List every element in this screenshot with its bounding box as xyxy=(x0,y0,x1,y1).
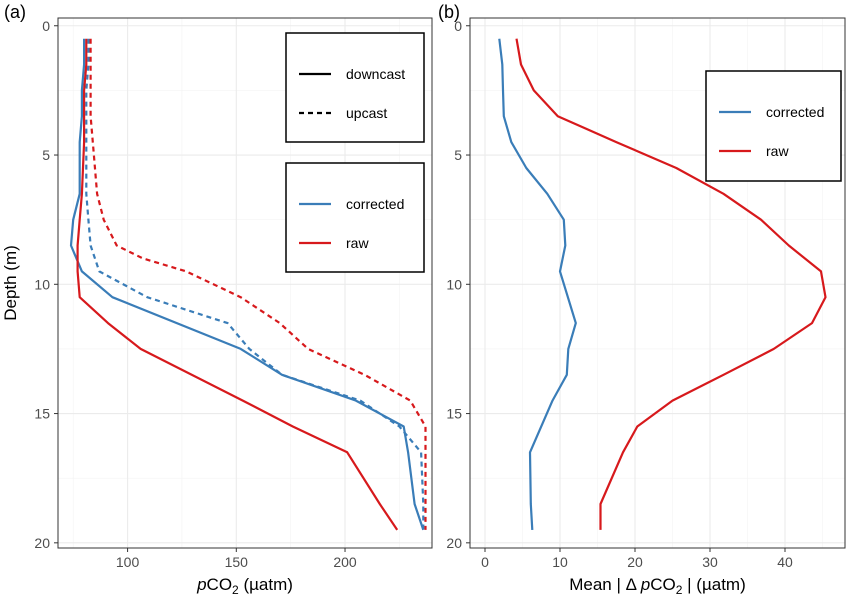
legend-box xyxy=(285,162,425,273)
y-tick-label: 20 xyxy=(446,535,462,551)
x-tick-label: 10 xyxy=(552,554,568,570)
x-tick-label: 150 xyxy=(225,554,249,570)
legend: corrected raw xyxy=(705,70,842,182)
series-group xyxy=(69,38,427,531)
x-axis-title: pCO2 (µatm) xyxy=(196,575,293,597)
x-tick-label: 100 xyxy=(116,554,140,570)
y-tick-label: 15 xyxy=(446,406,462,422)
panel-a: 100 150 200 0 5 10 15 20 (a) Depth (m) pCO2 (µatm)… xyxy=(1,2,433,597)
y-tick-label: 20 xyxy=(34,535,50,551)
x-tick-label: 0 xyxy=(481,554,489,570)
series-line-raw-upcast xyxy=(89,38,427,530)
legend-label-downcast: downcast xyxy=(346,66,405,82)
series-line-corrected-downcast xyxy=(69,38,425,531)
series-line-corrected-upcast xyxy=(85,38,425,530)
x-axis-title: Mean | Δ pCO2 | (µatm) xyxy=(569,575,746,597)
y-tick-label: 0 xyxy=(454,18,462,34)
legend-label-corrected: corrected xyxy=(346,196,404,212)
y-axis-title: Depth (m) xyxy=(1,245,20,321)
legend-label-raw: raw xyxy=(766,143,789,159)
series-line-raw-downcast xyxy=(76,38,399,531)
panel-b: 0 10 20 30 40 0 5 10 15 20 (b) Mean | Δ pCO2 | (µat… xyxy=(438,2,846,597)
legend-label-raw: raw xyxy=(346,235,369,251)
y-tick-label: 10 xyxy=(34,276,50,292)
panel-tag: (a) xyxy=(4,2,26,22)
y-tick-label: 0 xyxy=(42,18,50,34)
x-tick-label: 20 xyxy=(627,554,643,570)
series-line-raw xyxy=(515,38,827,530)
y-tick-label: 10 xyxy=(446,276,462,292)
series-group xyxy=(498,38,827,530)
y-tick-label: 15 xyxy=(34,406,50,422)
legend: downcast upcast xyxy=(285,32,425,143)
legend-label-upcast: upcast xyxy=(346,105,387,121)
axes: 0 10 20 30 40 0 5 10 15 20 xyxy=(446,18,793,570)
legend-box xyxy=(285,32,425,143)
y-tick-label: 5 xyxy=(454,147,462,163)
x-tick-label: 200 xyxy=(333,554,357,570)
panel-border xyxy=(57,17,433,549)
panel-border xyxy=(469,17,846,549)
legend-label-corrected: corrected xyxy=(766,104,824,120)
x-tick-label: 40 xyxy=(777,554,793,570)
legend-box xyxy=(705,70,842,182)
legend: corrected raw xyxy=(285,162,425,273)
x-tick-label: 30 xyxy=(702,554,718,570)
axes: 100 150 200 0 5 10 15 20 xyxy=(34,18,356,570)
panel-tag: (b) xyxy=(438,2,460,22)
y-tick-label: 5 xyxy=(42,147,50,163)
series-line-corrected xyxy=(498,38,577,530)
